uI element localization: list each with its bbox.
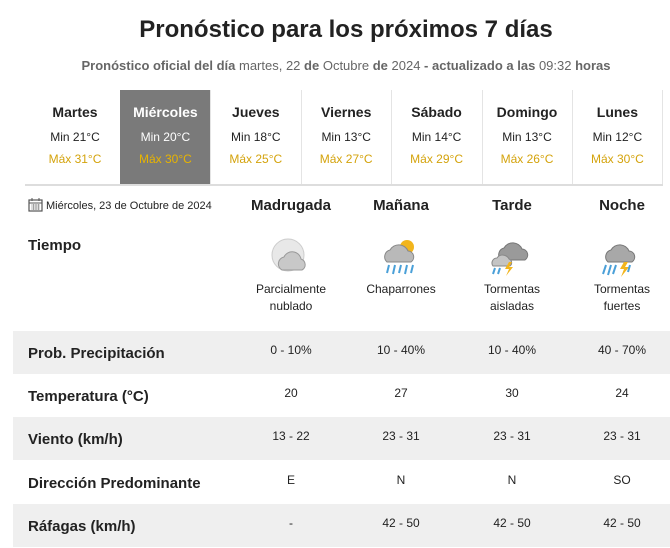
row-value: 20 — [284, 386, 298, 401]
day-min: Min 13°C — [321, 130, 371, 144]
day-min: Min 18°C — [231, 130, 281, 144]
row-value: 23 - 31 — [382, 429, 420, 444]
row-value: 23 - 31 — [493, 429, 531, 444]
calendar-icon — [28, 198, 43, 212]
row-value: 10 - 40% — [376, 343, 426, 357]
divider — [25, 184, 663, 186]
weather-desc: Tormentas aisladas — [483, 282, 541, 313]
forecast-date: Miércoles, 23 de Octubre de 2024 — [46, 200, 212, 212]
title: Pronóstico para los próximos 7 días — [139, 16, 553, 43]
subtitle: Pronóstico oficial del día martes, 22 de… — [0, 58, 670, 73]
day-name: Jueves — [232, 104, 280, 120]
day-tab[interactable]: Sábado Min 14°C Máx 29°C — [392, 90, 483, 184]
row-value: SO — [613, 472, 631, 487]
row-value: 42 - 50 — [603, 515, 641, 530]
row-value: 30 — [505, 386, 519, 401]
row-value: 42 - 50 — [493, 515, 531, 530]
row-value: 10 - 40% — [487, 343, 537, 357]
day-max: Máx 29°C — [410, 152, 463, 166]
day-min: Min 12°C — [592, 130, 643, 144]
period-header: Mañana — [373, 197, 429, 214]
day-min: Min 14°C — [411, 130, 462, 144]
day-max: Máx 30°C — [138, 152, 192, 166]
row-value: 24 — [615, 386, 629, 401]
day-max: Máx 25°C — [229, 152, 283, 166]
subtitle-part: Octubre — [322, 58, 370, 73]
subtitle-part: Pronóstico oficial del día — [81, 58, 236, 73]
day-tab[interactable]: Martes Min 21°C Máx 31°C — [30, 90, 121, 184]
row-label: Ráfagas (km/h) — [28, 517, 136, 535]
row-value: N — [396, 472, 406, 487]
weather-icon — [491, 242, 529, 276]
day-name: Miércoles — [133, 104, 198, 120]
row-label: Viento (km/h) — [28, 431, 123, 449]
row-value: - — [289, 515, 293, 530]
period-header: Madrugada — [250, 197, 331, 214]
day-name: Viernes — [321, 104, 372, 120]
day-tab[interactable]: Domingo Min 13°C Máx 26°C — [482, 90, 573, 184]
period-header: Tarde — [492, 197, 532, 214]
day-tab[interactable]: Jueves Min 18°C Máx 25°C — [211, 90, 302, 184]
weather-icon — [602, 244, 636, 277]
subtitle-part: horas — [575, 58, 611, 73]
subtitle-part: 2024 — [391, 58, 421, 73]
row-label: Prob. Precipitación — [28, 345, 165, 362]
weather-icon — [384, 240, 415, 275]
row-value: 42 - 50 — [382, 515, 420, 530]
row-bg — [13, 417, 670, 461]
day-name: Lunes — [596, 104, 638, 120]
period-header: Noche — [599, 197, 645, 214]
weather-desc: Parcialmente nublado — [255, 282, 327, 313]
day-min: Min 21°C — [50, 130, 100, 144]
weather-desc: Tormentas fuertes — [593, 282, 651, 313]
subtitle-part: martes, 22 — [238, 58, 301, 73]
day-max: Máx 26°C — [500, 152, 554, 166]
row-label: Temperatura (°C) — [28, 388, 149, 406]
weather-desc: Chaparrones — [366, 282, 436, 296]
day-min: Min 13°C — [502, 130, 552, 144]
day-max: Máx 27°C — [319, 152, 373, 166]
day-name: Sábado — [411, 104, 462, 120]
row-value: 23 - 31 — [603, 429, 641, 444]
row-value: 0 - 10% — [270, 343, 312, 357]
subtitle-part: de — [304, 58, 320, 73]
day-name: Domingo — [496, 104, 558, 120]
day-tab[interactable]: Viernes Min 13°C Máx 27°C — [301, 90, 393, 184]
row-value: 13 - 22 — [272, 429, 310, 444]
row-label: Dirección Predominante — [28, 474, 201, 492]
row-value: 40 - 70% — [597, 343, 647, 357]
day-name: Martes — [52, 104, 98, 120]
subtitle-part: de — [372, 58, 388, 73]
row-value: E — [286, 472, 295, 487]
day-min: Min 20°C — [140, 130, 191, 144]
row-value: 27 — [394, 386, 408, 401]
row-bg — [13, 331, 670, 374]
row-label: Tiempo — [28, 237, 82, 254]
row-bg — [13, 503, 670, 547]
day-max: Máx 30°C — [590, 152, 644, 166]
day-tab[interactable]: Lunes Min 12°C Máx 30°C — [572, 90, 664, 184]
subtitle-part: 09:32 — [538, 58, 572, 73]
subtitle-part: - actualizado a las — [424, 58, 536, 73]
day-max: Máx 31°C — [48, 152, 102, 166]
weather-icon — [271, 238, 306, 272]
row-value: N — [507, 472, 517, 487]
day-tab[interactable]: Miércoles Min 20°C Máx 30°C — [120, 90, 212, 184]
